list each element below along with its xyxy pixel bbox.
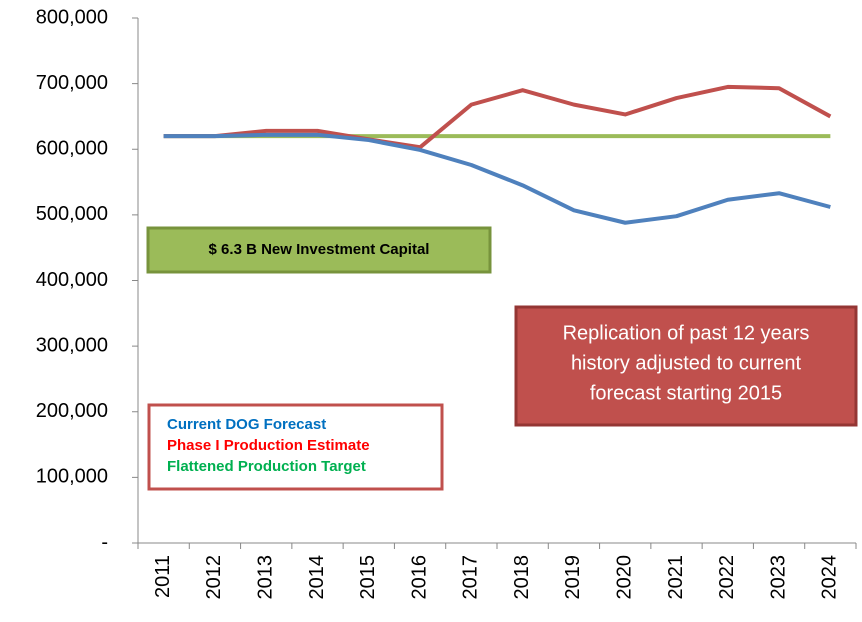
legend-box (147, 403, 444, 491)
x-tick-label: 2022 (716, 555, 738, 600)
y-tick-label: - (101, 531, 108, 553)
y-tick-label: 600,000 (36, 138, 108, 160)
x-tick-label: 2015 (357, 555, 379, 600)
x-tick-label: 2020 (613, 555, 635, 600)
x-tick-label: 2011 (152, 555, 174, 598)
y-tick-label: 400,000 (36, 269, 108, 291)
note-label: history adjusted to current (571, 352, 802, 374)
x-tick-label: 2021 (665, 555, 687, 600)
series-line (163, 132, 831, 225)
legend-label: Phase I Production Estimate (167, 437, 370, 454)
series-line (163, 84, 832, 150)
note-label: Replication of past 12 years (563, 322, 810, 344)
x-tick-label: 2013 (254, 555, 276, 600)
y-tick-label: 300,000 (36, 334, 108, 356)
y-tick-label: 500,000 (36, 203, 108, 225)
legend-label: Current DOG Forecast (167, 416, 326, 433)
y-tick-label: 100,000 (36, 466, 108, 488)
capital-label: $ 6.3 B New Investment Capital (209, 241, 430, 258)
x-tick-label: 2024 (819, 555, 841, 600)
x-tick-label: 2014 (306, 555, 328, 600)
x-tick-label: 2016 (408, 555, 430, 600)
y-tick-label: 800,000 (36, 6, 108, 28)
x-tick-label: 2019 (562, 555, 584, 600)
capital-box (146, 226, 492, 274)
y-tick-label: 700,000 (36, 72, 108, 94)
note-label: forecast starting 2015 (590, 382, 782, 404)
x-tick-label: 2012 (203, 555, 225, 600)
x-tick-label: 2018 (511, 555, 533, 600)
x-tick-label: 2017 (460, 555, 482, 600)
legend-label: Flattened Production Target (167, 458, 366, 475)
y-tick-label: 200,000 (36, 400, 108, 422)
x-tick-label: 2023 (767, 555, 789, 600)
note-box (514, 305, 858, 427)
